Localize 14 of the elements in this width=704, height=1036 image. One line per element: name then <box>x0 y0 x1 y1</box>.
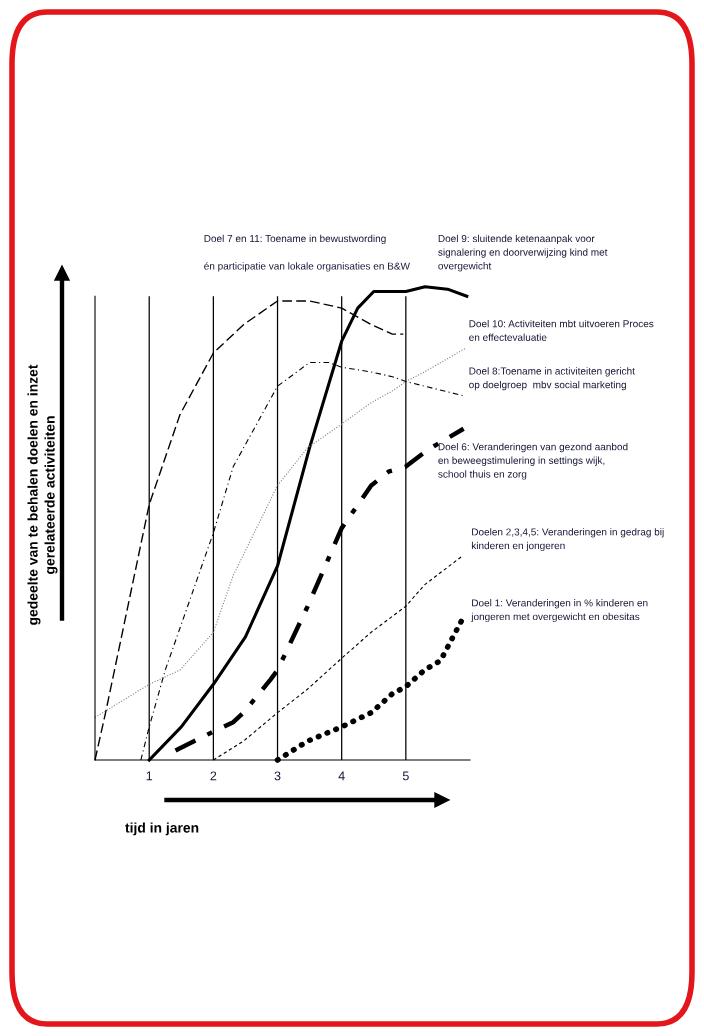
series-label: Doel 9: sluitende ketenaanpak voor signalering en doorverwijzing kind met overgewicht <box>438 234 608 272</box>
x-axis-title: tijd in jaren <box>125 822 199 836</box>
series-label: Doel 6: Veranderingen van gezond aanbod en beweegstimulering in settings wijk, school thuis en zorg <box>438 442 628 480</box>
series-label: Doel 8:Toename in activiteiten gericht op doelgroep mbv social marketing <box>469 367 635 391</box>
series-label: Doel 1: Veranderingen in % kinderen en jongeren met overgewicht en obesitas <box>471 599 648 623</box>
x-tick-label: 4 <box>338 771 345 781</box>
y-axis-title: gedeelte van te behalen doelen en inzet gerelateerde activiteiten <box>27 364 58 625</box>
series-label: Doelen 2,3,4,5: Veranderingen in gedrag bij kinderen en jongeren <box>471 528 664 552</box>
x-tick-label: 3 <box>274 771 281 781</box>
x-tick-label: 1 <box>146 771 153 781</box>
x-tick-label: 2 <box>210 771 217 781</box>
series-label: Doel 10: Activiteiten mbt uitvoeren Proces en effectevaluatie <box>469 319 654 341</box>
text: Doel 7 en 11: Toename in bewustwording én participatie van lokale organisaties en B&W <box>204 234 410 272</box>
x-tick-label: 5 <box>402 771 409 781</box>
